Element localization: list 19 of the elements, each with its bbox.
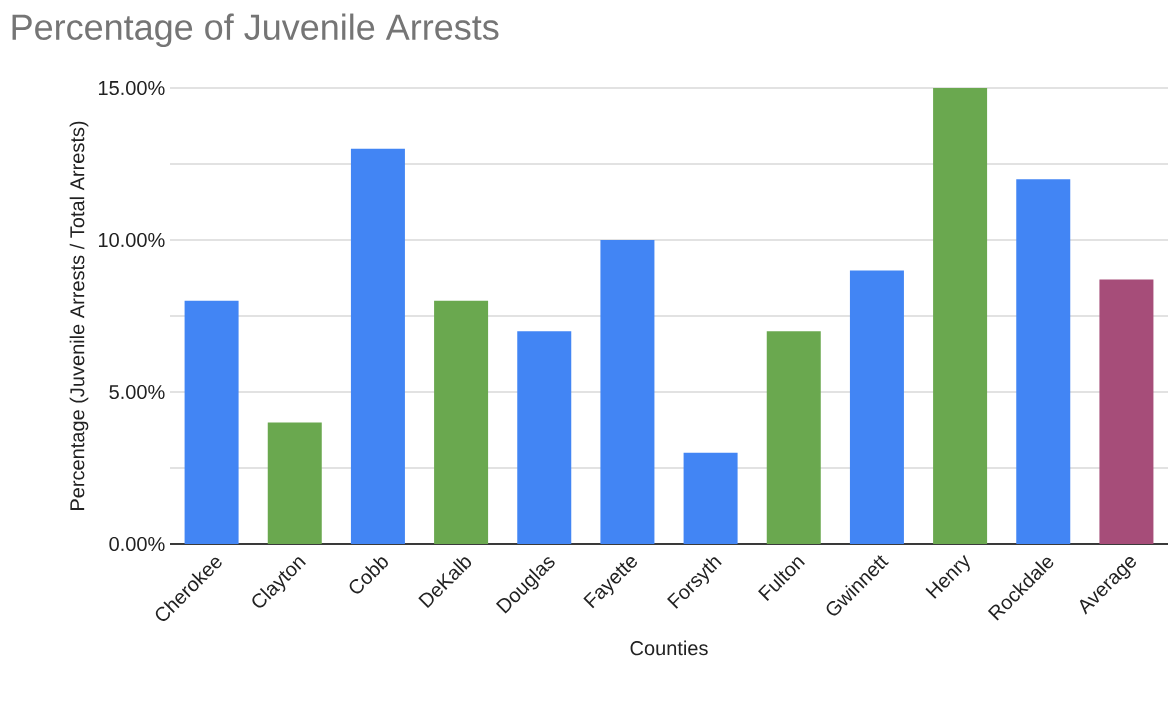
bar <box>434 300 489 544</box>
bar <box>184 300 239 544</box>
y-tick-label: 10.00% <box>98 232 165 248</box>
y-tick-label: 15.00% <box>98 80 165 96</box>
x-axis-title: Counties <box>630 640 708 656</box>
bar <box>600 240 655 544</box>
bar <box>849 270 904 544</box>
bar <box>933 88 988 544</box>
bar <box>517 331 572 544</box>
y-tick-label: 0.00% <box>109 536 165 552</box>
bar <box>683 452 738 544</box>
bar <box>1016 179 1071 544</box>
bar <box>1099 279 1154 544</box>
y-axis-title: Percentage (Juvenile Arrests / Total Arrests) <box>69 121 89 510</box>
bar <box>267 422 322 544</box>
y-tick-label: 5.00% <box>109 384 165 400</box>
chart-title: Percentage of Juvenile Arrests <box>12 13 499 48</box>
bar <box>766 331 821 544</box>
bar <box>350 148 405 544</box>
